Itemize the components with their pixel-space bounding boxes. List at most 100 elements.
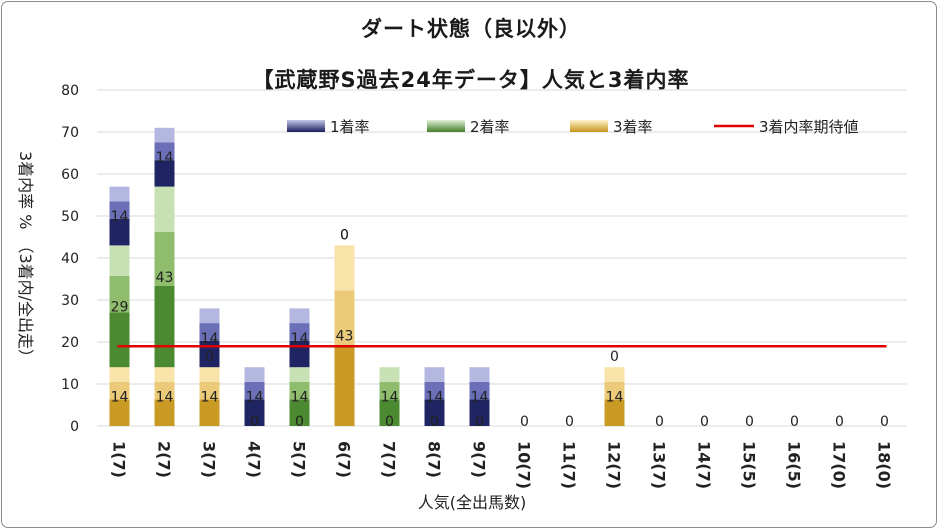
data-label-1: 0 [880, 414, 889, 430]
bar-segment-1chaku-mid [424, 381, 445, 400]
bar-segment-2chaku [379, 399, 400, 426]
bar-segment-3chaku [199, 399, 220, 426]
bar-segment-3chaku-top [154, 367, 175, 382]
bar-segment-2chaku-top [154, 186, 175, 232]
legend-item-1chaku-label: 1着率 [330, 118, 370, 136]
bar-segment-3chaku-mid [334, 290, 355, 345]
bar-segment-1chaku-mid [199, 323, 220, 341]
legend-item-3chaku-swatch [570, 120, 608, 132]
data-label-1: 43 [336, 329, 354, 345]
x-tick-label: 1(7) [110, 441, 129, 478]
data-label-1: 0 [700, 414, 709, 430]
bar-segment-1chaku [154, 160, 175, 187]
bar-segment-1chaku-top [469, 367, 490, 382]
bar-segment-1chaku-top [109, 186, 130, 202]
x-tick-label: 7(7) [380, 441, 399, 478]
data-label-2: 14 [381, 390, 399, 406]
data-label-1: 14 [201, 390, 219, 406]
x-tick-label: 5(7) [290, 441, 309, 478]
bar-segment-3chaku [604, 399, 625, 426]
bar-segment-3chaku-top [334, 245, 355, 291]
data-label-2: 0 [610, 349, 619, 365]
x-tick-label: 11(7) [560, 441, 579, 489]
y-tick-label: 70 [61, 125, 79, 141]
y-tick-label: 60 [61, 167, 79, 183]
data-label-2: 0 [475, 414, 484, 430]
y-tick-label: 50 [61, 209, 79, 225]
legend-item-expectation-label: 3着内率期待値 [759, 118, 859, 136]
data-label-1: 0 [295, 414, 304, 430]
bar-segment-1chaku-mid [154, 142, 175, 161]
bar-segment-3chaku-top [199, 367, 220, 382]
bar-segment-3chaku [154, 399, 175, 426]
y-tick-label: 40 [61, 251, 79, 267]
bar-segment-1chaku-top [424, 367, 445, 382]
bar-segment-3chaku-mid [199, 381, 220, 400]
y-tick-label: 20 [61, 335, 79, 351]
chart-title-line-1: ダート状態（良以外） [361, 17, 581, 41]
bar-segment-2chaku-top [379, 367, 400, 382]
bar-segment-2chaku [154, 285, 175, 368]
data-label-2: 14 [291, 390, 309, 406]
y-tick-label: 0 [70, 419, 79, 435]
bar-segment-2chaku-mid [109, 275, 130, 313]
bar-segment-1chaku [424, 399, 445, 426]
data-label-1: 0 [385, 414, 394, 430]
bar-segment-2chaku-top [289, 367, 310, 382]
y-tick-label: 10 [61, 377, 79, 393]
legend-item-2chaku-swatch [427, 120, 465, 132]
data-label-1: 0 [790, 414, 799, 430]
data-label-1: 0 [655, 414, 664, 430]
data-label-3: 14 [201, 331, 219, 347]
x-tick-label: 10(7) [515, 441, 534, 489]
bar-segment-3chaku [334, 344, 355, 426]
bar-segment-2chaku-mid [379, 381, 400, 400]
bar-segment-2chaku-mid [154, 231, 175, 286]
x-tick-label: 17(0) [830, 441, 849, 489]
x-tick-label: 13(7) [650, 441, 669, 489]
x-tick-label: 3(7) [200, 441, 219, 478]
bar-segment-3chaku-mid [604, 381, 625, 400]
bar-segment-1chaku-mid [469, 381, 490, 400]
data-label-2: 0 [250, 414, 259, 430]
data-label-3: 14 [111, 209, 129, 225]
data-label-2: 0 [340, 227, 349, 243]
bar-segment-3chaku [109, 399, 130, 426]
x-tick-label: 6(7) [335, 441, 354, 478]
legend-item-2chaku-label: 2着率 [470, 118, 510, 136]
bar-segment-3chaku-top [604, 367, 625, 382]
x-axis-title: 人気(全出馬数) [418, 493, 527, 512]
bar-segment-2chaku [109, 312, 130, 368]
data-label-2: 0 [205, 349, 214, 365]
data-label-3: 14 [426, 390, 444, 406]
x-tick-label: 14(7) [695, 441, 714, 489]
data-label-1: 14 [606, 390, 624, 406]
bar-segment-1chaku [469, 399, 490, 426]
data-label-2: 29 [111, 299, 129, 315]
data-label-2: 0 [430, 414, 439, 430]
legend-item-3chaku-label: 3着率 [613, 118, 653, 136]
data-label-1: 14 [156, 390, 174, 406]
x-tick-label: 12(7) [605, 441, 624, 489]
y-tick-label: 30 [61, 293, 79, 309]
x-tick-label: 4(7) [245, 441, 264, 478]
bar-segment-1chaku-top [244, 367, 265, 382]
bar-segment-1chaku-top [199, 308, 220, 324]
bar-segment-1chaku-mid [109, 201, 130, 219]
bar-segment-1chaku [109, 218, 130, 246]
data-label-1: 0 [835, 414, 844, 430]
x-tick-label: 15(5) [740, 441, 759, 489]
data-label-1: 0 [520, 414, 529, 430]
data-label-1: 0 [250, 414, 259, 430]
data-label-1: 0 [475, 414, 484, 430]
bar-segment-3chaku-mid [154, 381, 175, 400]
legend-item-1chaku-swatch [287, 120, 325, 132]
bar-segment-1chaku-top [289, 308, 310, 324]
bar-segment-2chaku-mid [289, 381, 310, 400]
y-tick-label: 80 [61, 83, 79, 99]
bar-segment-1chaku [244, 399, 265, 426]
data-label-1: 14 [111, 390, 129, 406]
x-tick-label: 8(7) [425, 441, 444, 478]
